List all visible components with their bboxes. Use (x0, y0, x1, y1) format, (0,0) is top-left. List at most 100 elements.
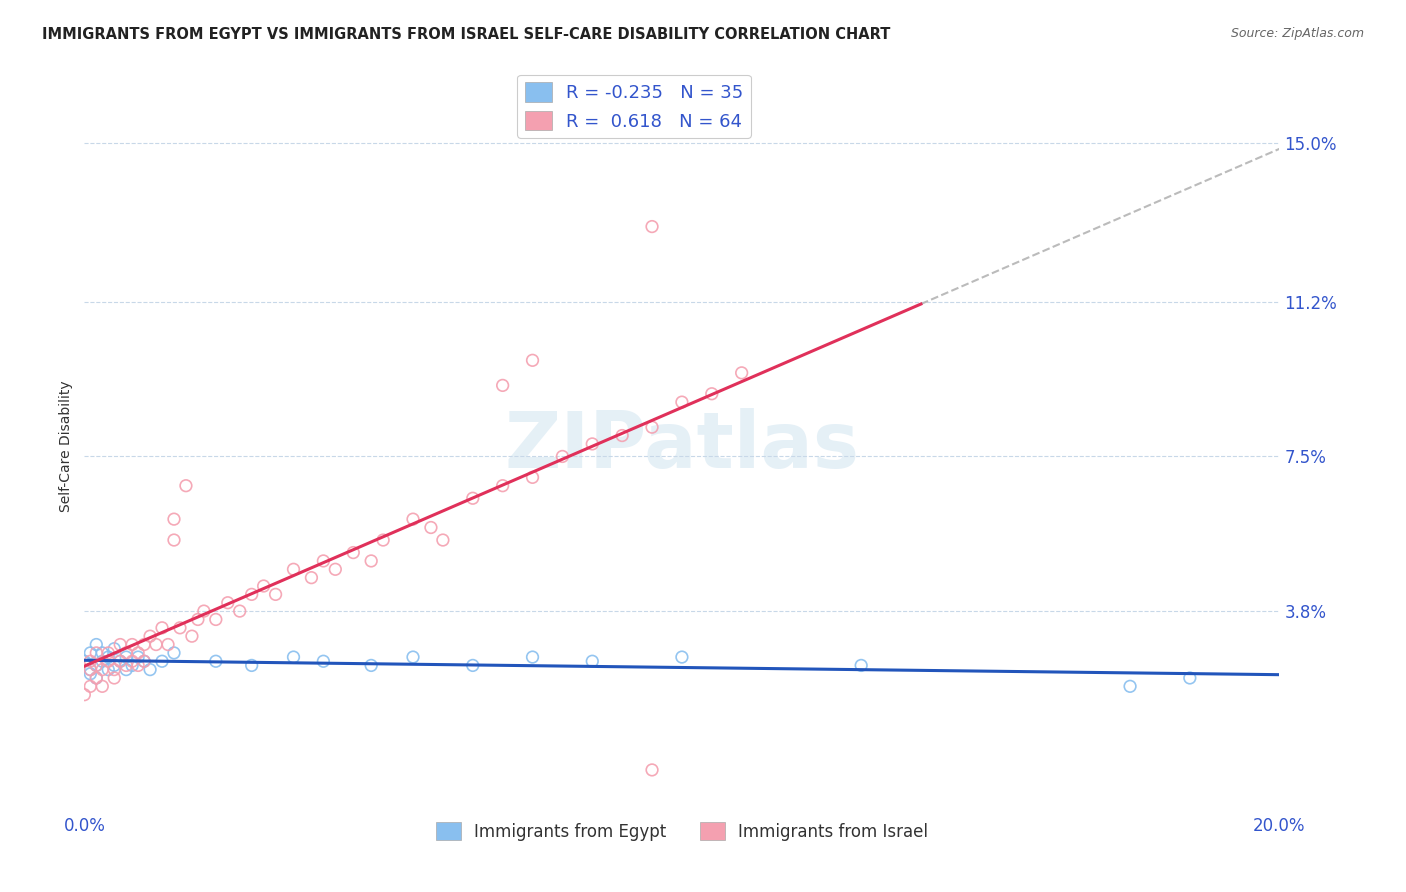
Point (193, 604, 215, 618)
Point (79, 679, 101, 693)
Point (73, 688, 96, 702)
Point (325, 562, 347, 576)
Point (145, 638, 167, 652)
Point (402, 650, 425, 665)
Point (492, 479, 515, 493)
Point (110, 654, 132, 668)
Point (86, 646, 108, 660)
Point (110, 638, 132, 652)
Point (103, 658, 125, 673)
Point (121, 638, 143, 652)
Point (217, 596, 239, 610)
Point (461, 491, 484, 506)
Point (103, 641, 125, 656)
Point (181, 629, 204, 643)
Point (163, 533, 186, 547)
Point (97, 646, 120, 660)
Point (581, 437, 603, 451)
Point (312, 654, 335, 668)
Point (121, 658, 143, 673)
Point (157, 638, 180, 652)
Point (97, 663, 120, 677)
Point (139, 663, 162, 677)
Point (641, 420, 664, 434)
Point (86, 671, 108, 685)
Point (115, 650, 138, 665)
Point (641, 763, 664, 777)
Point (79, 666, 101, 681)
Point (150, 654, 173, 668)
Point (121, 654, 143, 668)
Point (671, 650, 693, 665)
Point (132, 638, 156, 652)
Point (73, 654, 96, 668)
Point (132, 654, 156, 668)
Point (103, 671, 125, 685)
Point (91, 679, 114, 693)
Point (402, 512, 425, 526)
Point (115, 658, 138, 673)
Legend: Immigrants from Egypt, Immigrants from Israel: Immigrants from Egypt, Immigrants from I… (429, 816, 935, 847)
Point (127, 658, 149, 673)
Text: ZIPatlas: ZIPatlas (505, 408, 859, 484)
Point (79, 663, 101, 677)
Point (301, 571, 323, 585)
Point (91, 654, 114, 668)
Point (91, 646, 114, 660)
Point (103, 663, 125, 677)
Point (612, 428, 634, 442)
Point (373, 533, 395, 547)
Point (342, 545, 364, 559)
Point (312, 554, 335, 568)
Point (127, 646, 149, 660)
Point (551, 450, 574, 464)
Point (420, 520, 443, 534)
Point (1119, 679, 1142, 693)
Point (283, 650, 305, 665)
Y-axis label: Self-Care Disability: Self-Care Disability (59, 380, 73, 512)
Point (91, 663, 114, 677)
Point (132, 654, 156, 668)
Point (522, 353, 544, 368)
Point (671, 395, 693, 409)
Point (169, 621, 191, 635)
Point (97, 654, 120, 668)
Point (127, 650, 149, 665)
Point (432, 533, 454, 547)
Point (163, 646, 186, 660)
Point (205, 654, 228, 668)
Point (1178, 671, 1201, 685)
Point (163, 512, 186, 526)
Point (86, 638, 108, 652)
Point (187, 612, 209, 626)
Point (283, 562, 305, 576)
Point (86, 658, 108, 673)
Point (174, 479, 197, 493)
Point (79, 646, 101, 660)
Point (360, 554, 382, 568)
Point (522, 470, 544, 484)
Point (240, 587, 263, 601)
Point (115, 646, 138, 660)
Point (79, 663, 101, 677)
Point (205, 612, 228, 626)
Point (253, 579, 276, 593)
Point (492, 378, 515, 392)
Point (641, 219, 664, 234)
Point (150, 621, 173, 635)
Point (461, 658, 484, 673)
Point (79, 654, 101, 668)
Point (139, 629, 162, 643)
Point (110, 654, 132, 668)
Point (522, 650, 544, 665)
Point (264, 587, 287, 601)
Point (581, 654, 603, 668)
Point (86, 671, 108, 685)
Text: Source: ZipAtlas.com: Source: ZipAtlas.com (1230, 27, 1364, 40)
Point (360, 658, 382, 673)
Point (115, 663, 138, 677)
Point (700, 386, 723, 401)
Point (240, 658, 263, 673)
Text: IMMIGRANTS FROM EGYPT VS IMMIGRANTS FROM ISRAEL SELF-CARE DISABILITY CORRELATION: IMMIGRANTS FROM EGYPT VS IMMIGRANTS FROM… (42, 27, 890, 42)
Point (86, 658, 108, 673)
